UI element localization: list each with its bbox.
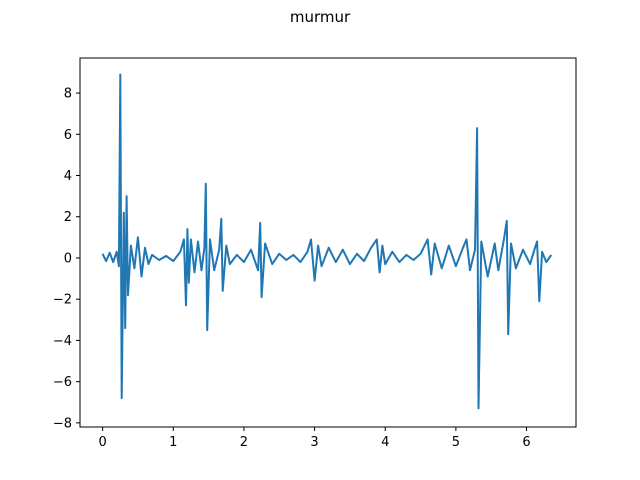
y-tick-label: 8 [64,87,72,102]
y-axis: −8 −6 −4 −2 0 2 4 6 8 [53,87,80,431]
y-tick-label: −6 [53,375,72,390]
x-tick-label: 6 [522,435,530,450]
y-tick-label: 0 [64,251,72,266]
plot-area [101,73,553,410]
x-tick-label: 5 [452,435,460,450]
y-tick-label: 2 [64,210,72,225]
y-tick-label: 4 [64,169,72,184]
y-tick-label: −2 [53,293,72,308]
y-tick-label: −4 [53,334,72,349]
x-tick-label: 3 [310,435,318,450]
x-tick-label: 1 [169,435,177,450]
axes-frame [79,57,577,428]
x-tick-label: 4 [381,435,389,450]
x-tick-label: 2 [240,435,248,450]
series-line-0 [101,73,553,410]
y-tick-label: 6 [64,128,72,143]
y-tick-label: −8 [53,416,72,431]
x-tick-label: 0 [98,435,106,450]
chart-title: murmur [290,8,351,26]
x-axis: 0 1 2 3 4 5 6 [98,427,531,450]
